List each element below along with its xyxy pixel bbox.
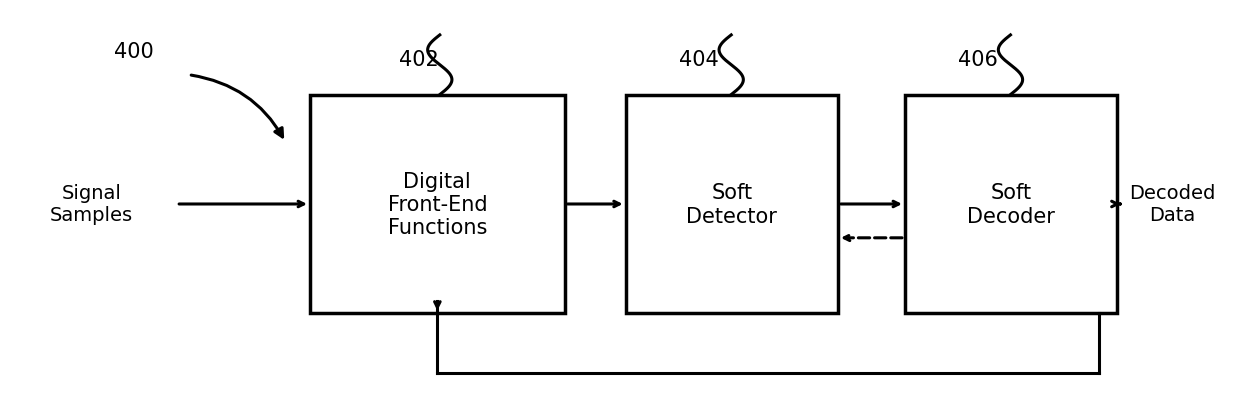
Text: 404: 404 xyxy=(679,50,719,70)
Text: Digital
Front-End
Functions: Digital Front-End Functions xyxy=(388,171,487,238)
Text: 406: 406 xyxy=(958,50,997,70)
FancyBboxPatch shape xyxy=(626,95,838,313)
FancyBboxPatch shape xyxy=(904,95,1118,313)
Text: Soft
Decoder: Soft Decoder xyxy=(968,183,1056,226)
Text: Soft
Detector: Soft Detector xyxy=(686,183,777,226)
Text: Signal
Samples: Signal Samples xyxy=(50,184,133,225)
FancyBboxPatch shape xyxy=(310,95,565,313)
Text: Decoded
Data: Decoded Data xyxy=(1129,184,1215,225)
Text: 400: 400 xyxy=(114,42,154,62)
Text: 402: 402 xyxy=(399,50,439,70)
